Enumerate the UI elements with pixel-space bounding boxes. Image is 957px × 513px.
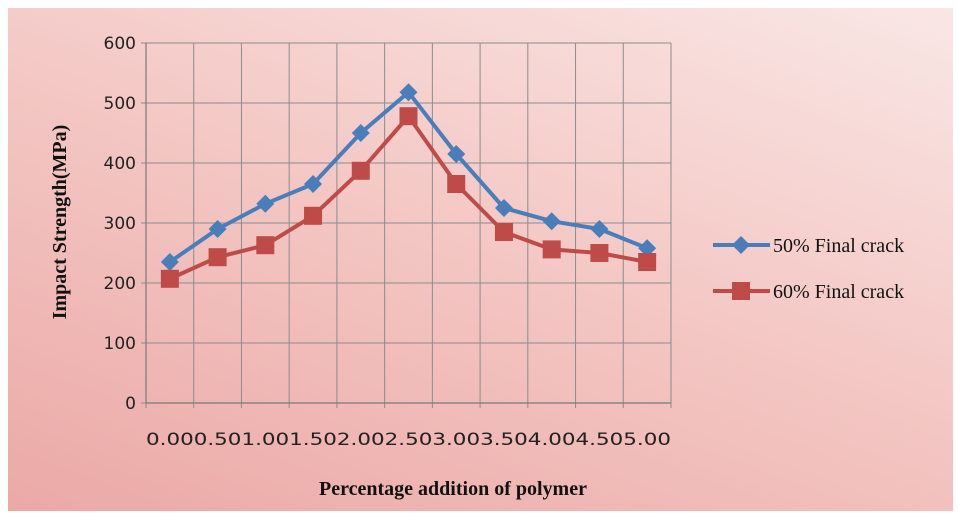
data-point-square [351, 161, 370, 180]
x-tick-label: 2.50 [385, 430, 433, 450]
x-tick-label: 0.50 [194, 430, 242, 450]
data-point-diamond [160, 253, 179, 271]
data-point-diamond [304, 175, 323, 193]
y-tick-label: 100 [104, 334, 136, 354]
data-point-square [399, 107, 418, 126]
y-tick-label: 600 [104, 34, 136, 54]
data-point-diamond [447, 145, 466, 163]
x-tick-label: 3.00 [432, 430, 480, 450]
data-point-diamond [351, 124, 370, 142]
x-tick-label: 3.50 [480, 430, 528, 450]
x-tick-label: 4.50 [576, 430, 624, 450]
legend-label-50: 50% Final crack [773, 235, 904, 257]
x-tick-label: 5.00 [623, 430, 671, 450]
series-layer [160, 83, 657, 288]
data-point-diamond [399, 83, 418, 102]
legend-item-50-final-crack: 50% Final crack [713, 235, 904, 257]
data-point-diamond [590, 220, 609, 238]
x-tick-label: 0.00 [146, 430, 194, 450]
y-tick-label: 300 [104, 214, 136, 234]
legend-marker-square [732, 282, 750, 300]
data-point-square [160, 269, 179, 288]
data-point-diamond [542, 212, 561, 231]
data-point-square [494, 223, 513, 241]
x-axis-title: Percentage addition of polymer [319, 478, 587, 500]
data-point-square [447, 175, 466, 193]
y-tick-label: 500 [104, 94, 136, 114]
x-tick-label: 4.00 [528, 430, 576, 450]
data-point-diamond [208, 220, 227, 238]
legend-label-60: 60% Final crack [773, 281, 904, 303]
data-point-diamond [494, 199, 513, 217]
data-point-square [542, 240, 561, 259]
legend-item-60-final-crack: 60% Final crack [713, 281, 904, 303]
data-point-square [638, 253, 657, 271]
data-point-square [590, 244, 609, 262]
data-point-square [208, 248, 227, 267]
y-tick-label: 400 [104, 154, 136, 174]
x-tick-label: 1.00 [241, 430, 289, 450]
legend: 50% Final crack 60% Final crack [713, 235, 904, 303]
data-point-square [304, 206, 323, 225]
y-tick-label: 200 [104, 274, 136, 294]
y-tick-label: 0 [125, 394, 136, 414]
x-tick-label: 1.50 [289, 430, 337, 450]
data-point-square [256, 236, 275, 255]
data-point-diamond [638, 239, 657, 258]
axes: 0 100 200 300 400 500 600 0.00 0.50 1.00 1.50 2.00 2… [104, 34, 672, 450]
legend-marker-diamond [732, 236, 750, 254]
x-tick-label: 2.00 [337, 430, 385, 450]
y-axis-title: Impact Strength(MPa) [49, 125, 71, 320]
data-point-diamond [256, 194, 275, 213]
